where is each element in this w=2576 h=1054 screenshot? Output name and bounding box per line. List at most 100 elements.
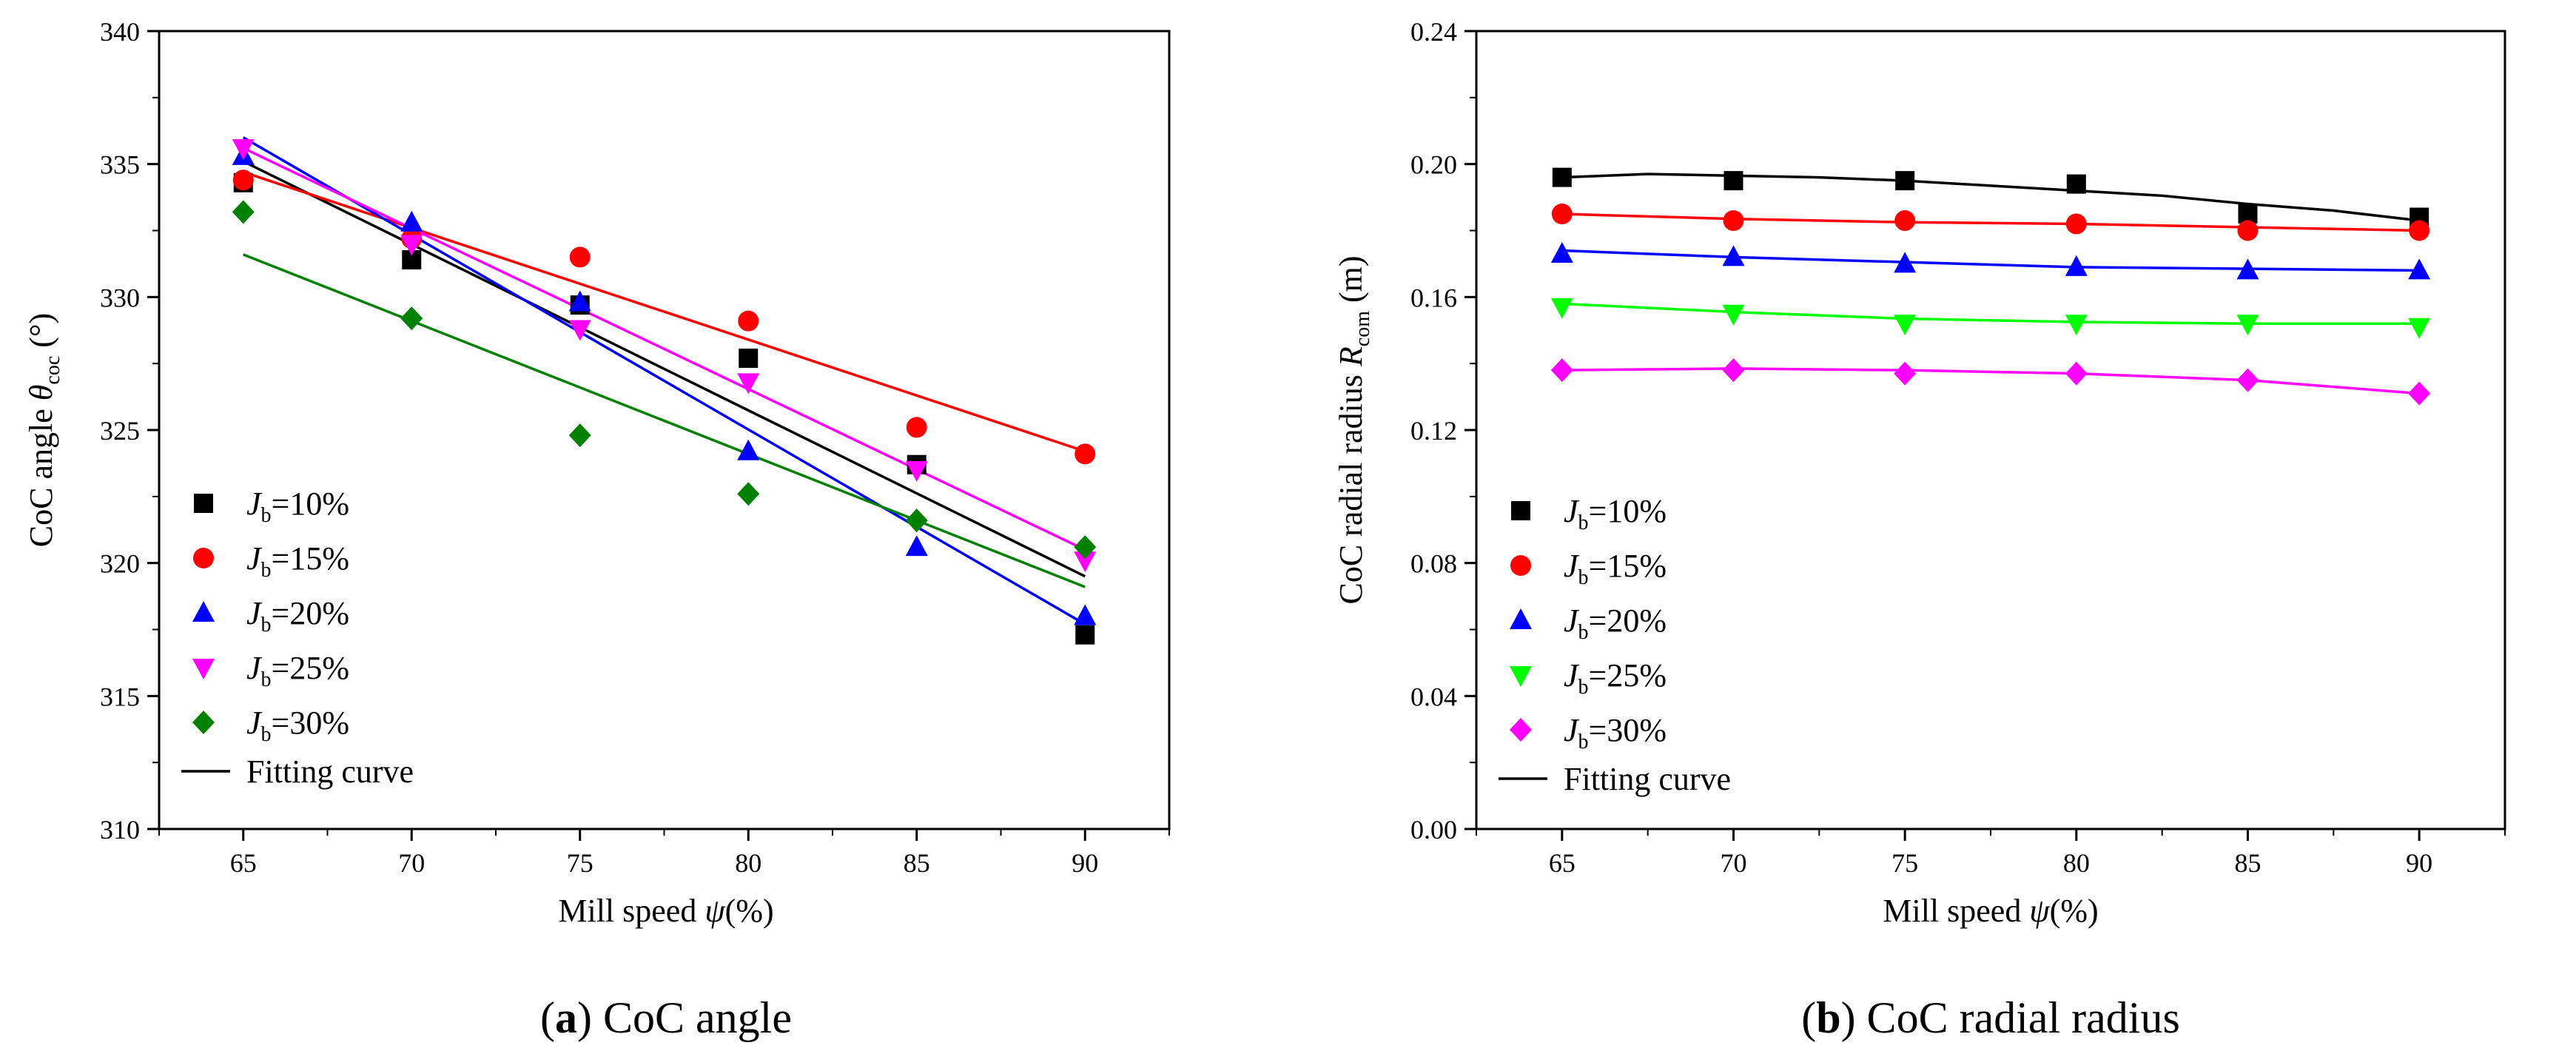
data-point [2065, 315, 2088, 336]
legend-label: Jb=10% [246, 486, 349, 527]
figure-caption: (b) CoC radial radius [1801, 993, 2180, 1042]
legend-fit-label: Fitting curve [246, 753, 414, 790]
data-point [1894, 210, 1916, 232]
legend-label: Jb=30% [1564, 712, 1667, 753]
data-point [1895, 171, 1915, 191]
data-point [1075, 443, 1096, 465]
data-point [737, 373, 760, 395]
fit-line [242, 136, 1086, 625]
data-point [905, 535, 928, 557]
x-tick-label: 80 [735, 848, 761, 878]
x-tick-label: 80 [2063, 848, 2090, 878]
data-point [737, 482, 760, 506]
legend-marker [193, 548, 214, 568]
y-tick-label: 330 [100, 283, 140, 312]
data-point [739, 348, 759, 368]
x-axis-label: Mill speed ψ(%) [1883, 893, 2098, 929]
data-point [2408, 381, 2431, 406]
data-point [232, 139, 255, 161]
chart-coc-radial-radius: 65 70 75 80 85 90 0.00 0.04 0.08 0.12 0.16 0.20 0.24… [1333, 17, 2506, 929]
legend-label: Jb=15% [1564, 548, 1667, 589]
data-point [2408, 258, 2431, 280]
data-point [1894, 315, 1917, 336]
data-point [2066, 174, 2086, 194]
data-point [232, 169, 254, 191]
legend-marker [192, 659, 215, 679]
data-point [1550, 358, 1573, 383]
legend-label: Jb=25% [1564, 657, 1667, 699]
x-tick-label: 85 [2235, 848, 2261, 878]
chart-coc-angle: 65 70 75 80 85 90 310 315 320 325 330 335 340 Mill sp… [23, 17, 1171, 929]
data-point [2065, 361, 2088, 386]
data-point [232, 200, 255, 224]
y-tick-label: 325 [100, 416, 140, 446]
data-point [2236, 258, 2259, 280]
x-tick-label: 90 [1072, 848, 1098, 878]
figure-caption: (a) CoC angle [540, 993, 792, 1042]
data-point [2409, 220, 2430, 241]
y-tick-label: 315 [100, 682, 140, 711]
data-point [1075, 625, 1095, 645]
data-point [738, 310, 759, 332]
y-tick-label: 0.04 [1410, 682, 1457, 711]
legend-label: Jb=20% [1564, 602, 1667, 644]
legend-marker [1510, 718, 1532, 742]
captions: (a) CoC angle (b) CoC radial radius [540, 993, 2180, 1042]
fit-line [242, 147, 1086, 551]
data-point [2236, 368, 2259, 392]
data-point [2408, 318, 2431, 339]
legend-marker [1510, 555, 1531, 576]
data-point [1074, 551, 1097, 573]
y-tick-label: 0.12 [1410, 416, 1457, 446]
data-point [400, 306, 423, 331]
data-point [2237, 220, 2259, 241]
data-point [568, 320, 591, 341]
data-point [400, 210, 423, 232]
data-point [1722, 358, 1745, 383]
data-point [2065, 213, 2087, 235]
data-point [1551, 204, 1573, 225]
fit-line [243, 253, 1086, 588]
data-point [400, 235, 423, 256]
legend-fit-label: Fitting curve [1564, 761, 1731, 797]
x-tick-label: 75 [1891, 848, 1918, 878]
x-tick-label: 85 [904, 848, 930, 878]
data-point [1723, 210, 1744, 232]
fit-line [1561, 212, 2420, 232]
y-tick-label: 0.24 [1410, 17, 1457, 47]
x-tick-label: 70 [398, 848, 425, 878]
y-axis-label: CoC radial radius Rcom (m) [1333, 255, 1374, 604]
y-axis-label: CoC angle θcoc (°) [23, 313, 64, 547]
x-tick-label: 75 [567, 848, 593, 878]
legend-label: Jb=25% [246, 650, 349, 691]
y-tick-label: 340 [100, 17, 140, 47]
fit-line [243, 170, 1086, 453]
data-point [1724, 171, 1743, 191]
data-point [737, 439, 760, 460]
data-point [568, 423, 591, 448]
data-point [1894, 361, 1917, 386]
legend-marker [1510, 666, 1532, 687]
legend-marker [192, 711, 215, 734]
data-point [1722, 304, 1745, 326]
fit-line [1561, 367, 2420, 395]
fit-line [1561, 302, 2420, 326]
data-point [568, 290, 591, 312]
fit-line [242, 160, 1086, 578]
data-point [906, 417, 927, 438]
legend-marker [192, 601, 215, 622]
legend-marker [194, 494, 213, 513]
y-tick-label: 0.00 [1410, 815, 1457, 845]
data-point [1550, 298, 1573, 319]
fit-line [1561, 172, 2420, 222]
fit-line [1561, 249, 2420, 272]
y-tick-label: 0.16 [1410, 283, 1457, 312]
data-point [2065, 255, 2088, 276]
y-tick-label: 0.20 [1410, 150, 1457, 180]
data-point [905, 460, 928, 482]
data-point [1894, 252, 1917, 273]
x-axis-label: Mill speed ψ(%) [558, 893, 773, 929]
data-point [569, 246, 591, 268]
data-point [1074, 604, 1097, 625]
